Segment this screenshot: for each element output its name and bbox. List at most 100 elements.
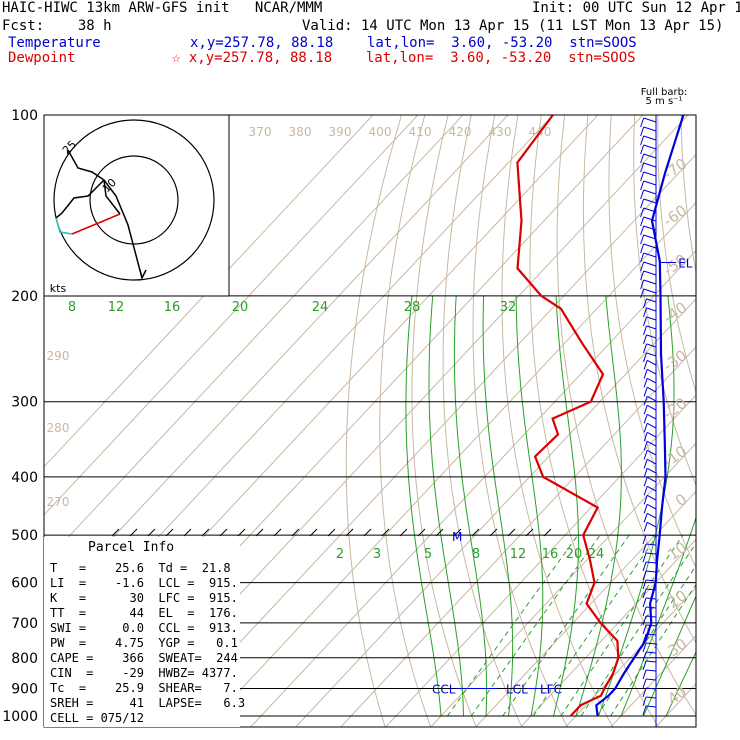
wind-barb — [646, 368, 657, 375]
wind-barb — [646, 606, 657, 609]
dry-adiabat-label: 390 — [329, 125, 352, 139]
wind-barb — [646, 651, 657, 654]
wind-barb-flag — [643, 423, 648, 433]
hatch-mark — [219, 528, 228, 537]
dry-adiabat-line — [556, 115, 696, 716]
wind-barb — [643, 234, 657, 240]
wind-barb — [646, 386, 657, 393]
dry-adiabat-line — [704, 88, 740, 729]
wind-barb — [643, 198, 657, 204]
wind-barb-flag — [642, 642, 647, 653]
wind-barb — [646, 615, 657, 618]
wind-barb-flag — [643, 307, 647, 318]
wind-barb-flag — [640, 153, 645, 164]
wind-barb-flag — [643, 378, 648, 388]
mixing-ratio-label: 16 — [164, 300, 181, 315]
hatch-mark — [543, 528, 552, 537]
header: HAIC-HIWC 13km ARW-GFS init NCAR/MMM Ini… — [0, 0, 740, 70]
wind-barb — [646, 458, 657, 465]
wind-barb — [646, 642, 657, 645]
wind-barb-flag — [642, 588, 647, 599]
model-line: HAIC-HIWC 13km ARW-GFS init NCAR/MMM — [2, 0, 323, 16]
hatch-mark — [129, 528, 138, 537]
wind-barb-flag — [643, 360, 648, 370]
dry-adiabat-label: 400 — [369, 125, 392, 139]
wind-barb-flag — [640, 207, 645, 218]
parcel-line: CAPE = 366 SWEAT= 244 — [50, 651, 238, 665]
wind-barb — [643, 288, 657, 294]
parcel-line: CELL = 075/12 — [50, 711, 144, 725]
wind-barb — [643, 126, 657, 132]
hatch-mark — [525, 528, 534, 537]
mixing-ratio-line — [446, 534, 579, 717]
dry-adiabat-line — [442, 115, 523, 727]
hatch-mark — [399, 528, 408, 537]
mixing-ratio-line — [560, 534, 684, 717]
hatch-mark — [183, 528, 192, 537]
mixing-ratio-label: 3 — [373, 547, 381, 562]
hodograph-ring — [89, 155, 179, 245]
parcel-line: K = 30 LFC = 915. — [50, 591, 238, 605]
wind-barb-flag — [640, 144, 645, 155]
wind-barb-flag — [643, 522, 648, 532]
init-time: Init: 00 UTC Sun 12 Apr 15 — [532, 0, 740, 16]
wind-barb — [646, 377, 657, 384]
pressure-tick-label: 700 — [11, 616, 38, 632]
parcel-line: PW = 4.75 YGP = 0.1 — [50, 636, 238, 650]
wind-barb — [646, 449, 657, 456]
moist-adiabat-line — [575, 295, 622, 717]
wind-barb — [643, 135, 657, 141]
dry-adiabat-label: 380 — [289, 125, 312, 139]
dry-adiabat-line — [411, 115, 477, 727]
pressure-tick-label: 200 — [11, 289, 38, 305]
wind-barb-flag — [642, 705, 647, 716]
hatch-mark — [471, 528, 480, 537]
hatch-mark — [327, 528, 336, 537]
wind-barb — [646, 512, 657, 519]
wind-barb-flag — [643, 468, 648, 478]
hatch-mark — [147, 528, 156, 537]
wind-barb — [643, 180, 657, 186]
wind-barb-flag — [642, 678, 647, 689]
hatch-mark — [435, 528, 444, 537]
valid-time: Valid: 14 UTC Mon 13 Apr 15 (11 LST Mon … — [302, 18, 724, 34]
mixing-ratio-label: 20 — [566, 547, 583, 562]
pressure-tick-label: 900 — [11, 681, 38, 697]
wind-barb — [646, 660, 657, 663]
wind-barb — [646, 597, 657, 600]
pressure-tick-label: 500 — [11, 528, 38, 544]
pressure-tick-label: 600 — [11, 576, 38, 592]
hatch-mark — [273, 528, 282, 537]
wind-barb — [643, 144, 657, 150]
wind-barb-flag — [643, 325, 647, 336]
dewpoint-legend: Dewpoint — [8, 50, 76, 66]
wind-barb-flag — [640, 243, 645, 254]
mixing-ratio-line — [610, 583, 696, 717]
wind-barb-flag — [640, 288, 645, 299]
lfc-label: LFC — [540, 682, 562, 696]
dry-adiabat-line — [501, 115, 614, 727]
wind-barb-flag — [640, 171, 645, 182]
dry-adiabat-line — [345, 115, 403, 727]
wind-barb — [646, 440, 657, 447]
wind-barb-flag — [642, 543, 647, 554]
wind-barb-flag — [643, 450, 648, 460]
wind-barb-flag — [642, 597, 647, 608]
isotherm-line — [44, 115, 509, 612]
pressure-tick-label: 300 — [11, 395, 38, 411]
wind-barb — [646, 633, 657, 636]
mixing-ratio-label: 8 — [472, 547, 480, 562]
wind-barb-flag — [643, 513, 648, 523]
dry-adiabat-line — [529, 115, 660, 727]
moist-adiabat-line — [515, 295, 544, 717]
wind-barb-flag — [640, 135, 645, 146]
dry-adiabat-label: 430 — [489, 125, 512, 139]
wind-barb — [643, 252, 657, 258]
moist-adiabat-line — [643, 594, 696, 717]
wind-barb-flag — [643, 334, 647, 345]
temperature-profile — [595, 115, 685, 717]
parcel-line: CIN = -29 HWBZ= 4377. — [50, 666, 238, 680]
barb-legend-subtitle: 5 m s⁻¹ — [646, 96, 683, 107]
wind-barb — [643, 279, 657, 285]
wind-barb-flag — [643, 352, 647, 363]
